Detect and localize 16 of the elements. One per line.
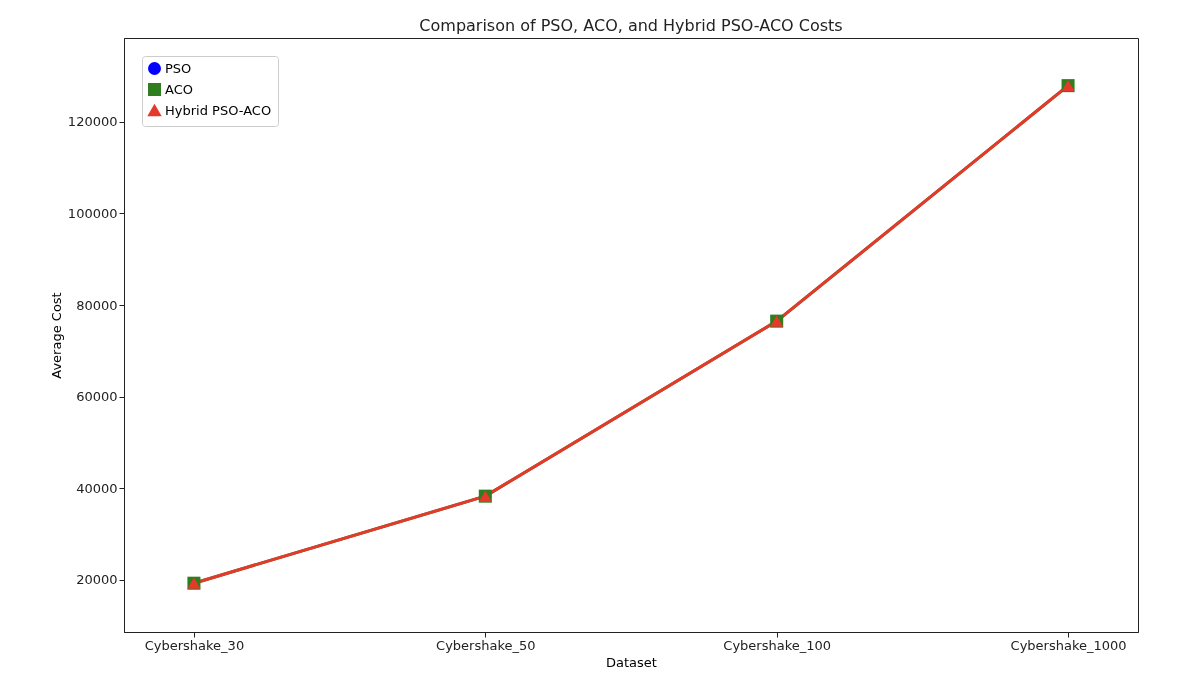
y-tick-label: 60000 xyxy=(76,389,118,405)
y-tick-label: 20000 xyxy=(76,572,118,588)
y-tick-label: 120000 xyxy=(67,114,118,130)
y-tick-label: 100000 xyxy=(67,205,118,221)
y-axis-title: Average Cost xyxy=(48,292,64,379)
x-tick-label: Cybershake_30 xyxy=(144,637,245,653)
legend-label: PSO xyxy=(165,60,192,76)
legend-label: Hybrid PSO-ACO xyxy=(165,102,272,118)
legend-label: ACO xyxy=(165,81,193,97)
chart-title: Comparison of PSO, ACO, and Hybrid PSO-ACO Costs xyxy=(419,16,843,35)
x-axis-title: Dataset xyxy=(606,654,657,670)
x-tick-label: Cybershake_1000 xyxy=(1010,637,1127,653)
y-tick-label: 80000 xyxy=(76,297,118,313)
x-tick-label: Cybershake_50 xyxy=(436,637,536,653)
x-tick-label: Cybershake_100 xyxy=(723,637,832,653)
y-tick-label: 40000 xyxy=(76,480,118,496)
